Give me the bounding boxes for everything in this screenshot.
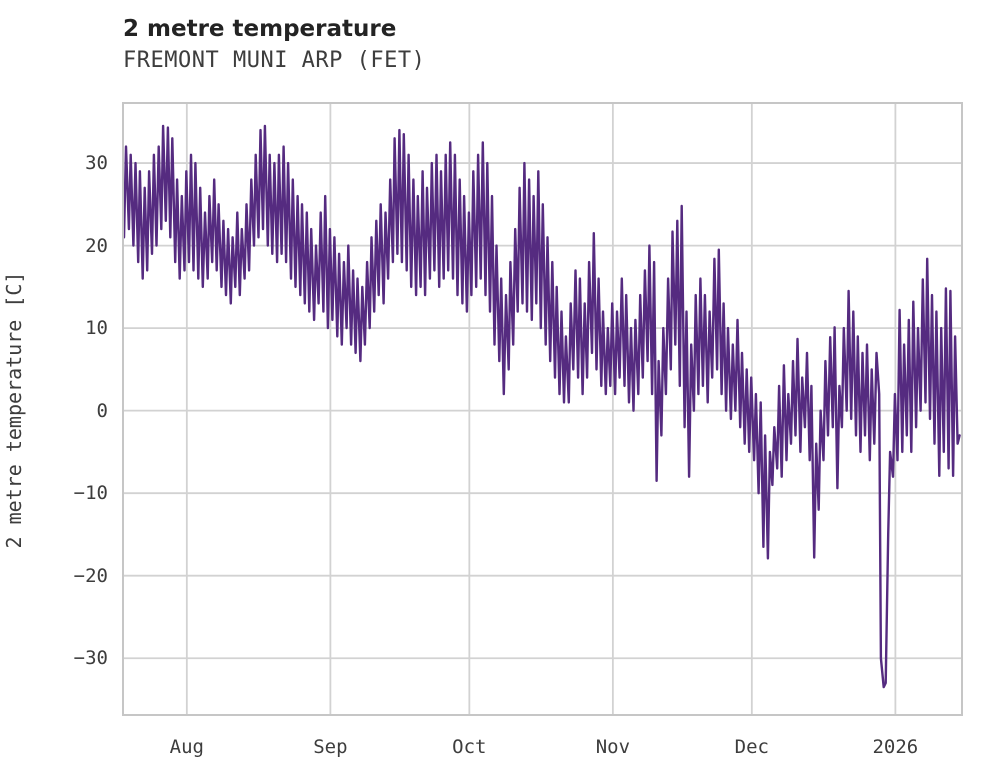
x-tick-label: Oct <box>452 736 487 758</box>
x-tick-label: 2026 <box>872 736 919 758</box>
temperature-line <box>122 124 961 689</box>
y-tick-label: −30 <box>73 647 108 670</box>
x-tick-label: Sep <box>313 736 348 758</box>
y-tick-label: 20 <box>85 234 108 257</box>
y-tick-label: −10 <box>73 482 108 505</box>
x-tick-label: Aug <box>169 736 204 758</box>
y-tick-label: 10 <box>85 317 108 340</box>
y-tick-label: 30 <box>85 152 108 175</box>
y-tick-label: −20 <box>73 564 108 587</box>
y-tick-label: 0 <box>96 399 108 422</box>
plot-area <box>122 102 963 716</box>
chart-title: 2 metre temperature <box>123 16 397 42</box>
chart-subtitle: FREMONT MUNI ARP (FET) <box>123 48 426 73</box>
plot-border <box>122 102 963 716</box>
x-tick-label: Nov <box>595 736 631 758</box>
x-tick-label: Dec <box>734 736 769 758</box>
